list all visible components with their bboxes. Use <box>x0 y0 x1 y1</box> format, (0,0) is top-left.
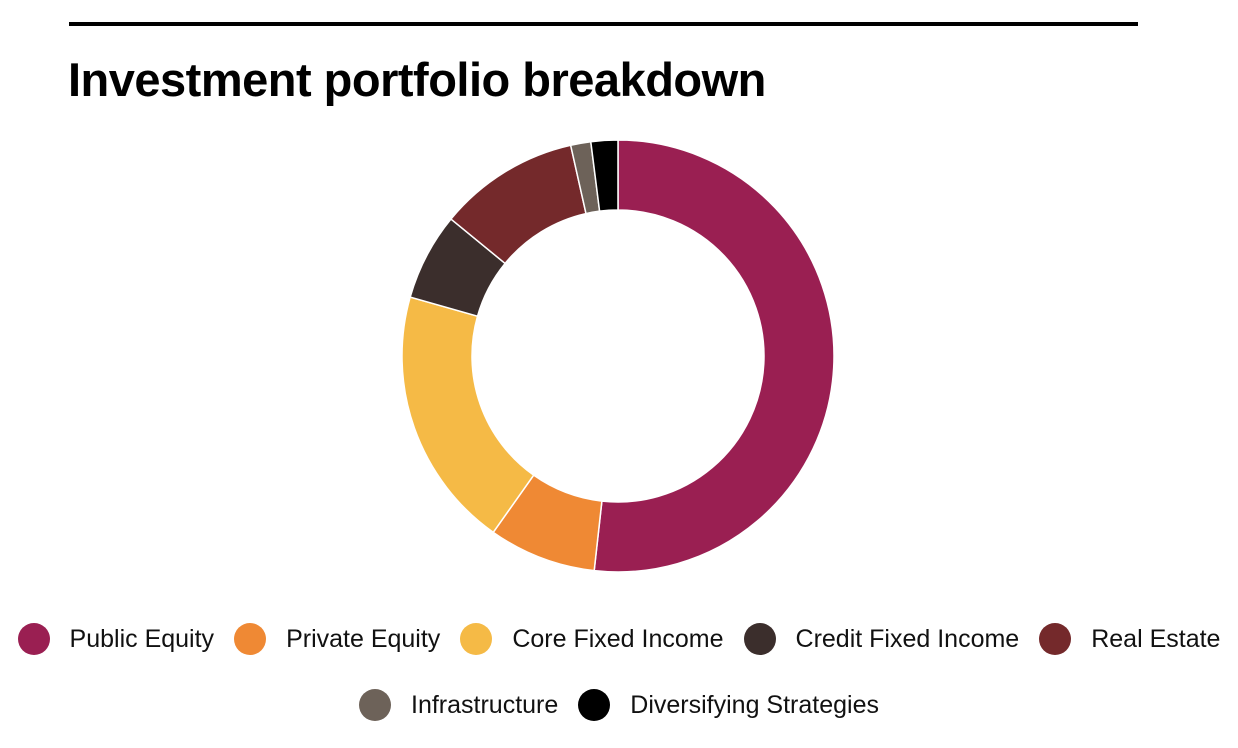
legend-label-credit-fixed-income: Credit Fixed Income <box>795 624 1020 653</box>
legend-item-public-equity[interactable]: Public Equity <box>17 623 215 655</box>
legend-swatch-core-fixed-income <box>460 623 493 655</box>
legend-item-real-estate[interactable]: Real Estate <box>1039 623 1220 655</box>
legend-item-private-equity[interactable]: Private Equity <box>234 623 440 655</box>
chart-title: Investment portfolio breakdown <box>68 53 766 106</box>
legend-swatch-private-equity <box>234 623 267 655</box>
donut-slice-diversifying-strategies[interactable] <box>589 139 619 213</box>
legend-swatch-public-equity <box>17 623 50 655</box>
legend-row-1: Public Equity Private Equity Core Fixed … <box>0 619 1238 659</box>
legend-swatch-diversifying-strategies <box>578 689 611 721</box>
legend-item-core-fixed-income[interactable]: Core Fixed Income <box>460 623 724 655</box>
legend-item-diversifying-strategies[interactable]: Diversifying Strategies <box>578 689 879 721</box>
donut-slice-public-equity[interactable] <box>593 139 835 573</box>
top-rule <box>69 22 1138 26</box>
donut-slice-core-fixed-income[interactable] <box>401 296 535 534</box>
legend-label-core-fixed-income: Core Fixed Income <box>512 624 724 653</box>
legend-item-infrastructure[interactable]: Infrastructure <box>359 689 558 721</box>
legend-swatch-infrastructure <box>359 689 391 721</box>
legend-label-private-equity: Private Equity <box>286 624 441 653</box>
legend-label-infrastructure: Infrastructure <box>411 690 559 719</box>
legend-row-2: Infrastructure Diversifying Strategies <box>0 685 1238 725</box>
donut-chart <box>401 139 835 573</box>
legend-label-real-estate: Real Estate <box>1091 624 1221 653</box>
legend-swatch-credit-fixed-income <box>743 623 776 655</box>
legend-item-credit-fixed-income[interactable]: Credit Fixed Income <box>743 623 1020 655</box>
legend-label-diversifying-strategies: Diversifying Strategies <box>630 690 879 719</box>
legend-label-public-equity: Public Equity <box>69 624 215 653</box>
legend-swatch-real-estate <box>1039 623 1072 655</box>
